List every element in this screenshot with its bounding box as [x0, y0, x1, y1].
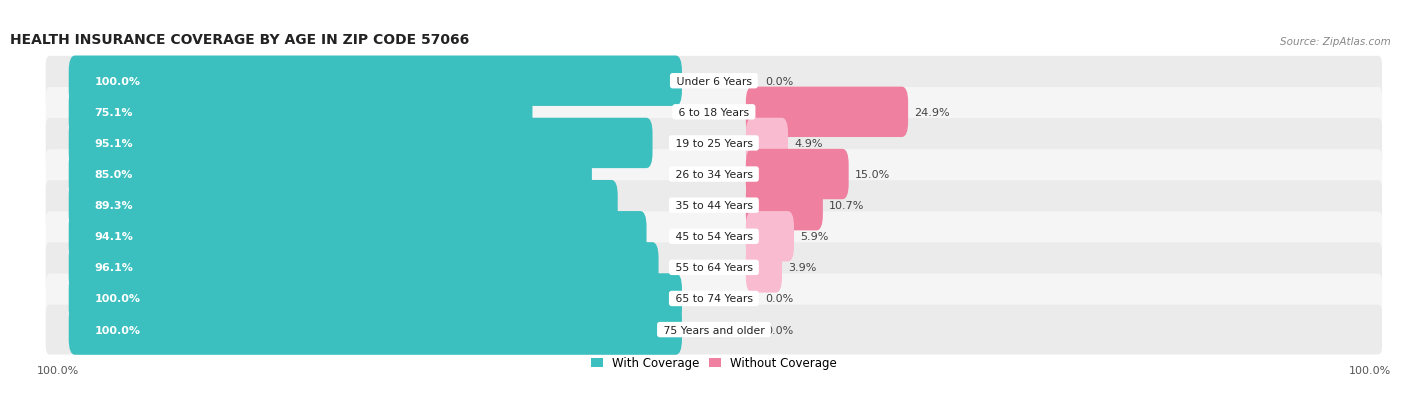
Text: 24.9%: 24.9%: [914, 107, 950, 118]
Text: 75 Years and older: 75 Years and older: [659, 325, 768, 335]
FancyBboxPatch shape: [69, 88, 533, 138]
FancyBboxPatch shape: [46, 88, 1382, 138]
Text: 45 to 54 Years: 45 to 54 Years: [672, 232, 756, 242]
Text: 85.0%: 85.0%: [94, 170, 132, 180]
FancyBboxPatch shape: [69, 150, 592, 200]
Text: 96.1%: 96.1%: [94, 263, 134, 273]
FancyBboxPatch shape: [69, 119, 652, 169]
Text: 100.0%: 100.0%: [1348, 365, 1391, 375]
Text: 65 to 74 Years: 65 to 74 Years: [672, 294, 756, 304]
Text: 100.0%: 100.0%: [94, 76, 141, 86]
Text: 100.0%: 100.0%: [37, 365, 79, 375]
FancyBboxPatch shape: [745, 119, 787, 169]
Text: 35 to 44 Years: 35 to 44 Years: [672, 201, 756, 211]
Text: 4.9%: 4.9%: [794, 139, 823, 149]
FancyBboxPatch shape: [745, 211, 794, 262]
Text: 89.3%: 89.3%: [94, 201, 134, 211]
FancyBboxPatch shape: [745, 242, 782, 293]
FancyBboxPatch shape: [46, 57, 1382, 106]
FancyBboxPatch shape: [745, 180, 823, 231]
FancyBboxPatch shape: [69, 211, 647, 262]
Text: HEALTH INSURANCE COVERAGE BY AGE IN ZIP CODE 57066: HEALTH INSURANCE COVERAGE BY AGE IN ZIP …: [10, 33, 470, 47]
Text: 0.0%: 0.0%: [765, 76, 793, 86]
Text: 0.0%: 0.0%: [765, 294, 793, 304]
FancyBboxPatch shape: [46, 119, 1382, 169]
Text: 95.1%: 95.1%: [94, 139, 134, 149]
FancyBboxPatch shape: [745, 88, 908, 138]
FancyBboxPatch shape: [69, 180, 617, 231]
Text: 0.0%: 0.0%: [765, 325, 793, 335]
FancyBboxPatch shape: [69, 57, 682, 107]
FancyBboxPatch shape: [46, 305, 1382, 355]
Text: 6 to 18 Years: 6 to 18 Years: [675, 107, 752, 118]
FancyBboxPatch shape: [46, 181, 1382, 230]
FancyBboxPatch shape: [46, 150, 1382, 199]
Text: 100.0%: 100.0%: [94, 325, 141, 335]
FancyBboxPatch shape: [46, 274, 1382, 323]
Text: 94.1%: 94.1%: [94, 232, 134, 242]
Text: 55 to 64 Years: 55 to 64 Years: [672, 263, 756, 273]
FancyBboxPatch shape: [46, 212, 1382, 261]
Text: Source: ZipAtlas.com: Source: ZipAtlas.com: [1281, 37, 1391, 47]
Legend: With Coverage, Without Coverage: With Coverage, Without Coverage: [588, 353, 841, 373]
FancyBboxPatch shape: [745, 150, 849, 200]
Text: 10.7%: 10.7%: [830, 201, 865, 211]
Text: 19 to 25 Years: 19 to 25 Years: [672, 139, 756, 149]
FancyBboxPatch shape: [69, 273, 682, 324]
Text: 3.9%: 3.9%: [789, 263, 817, 273]
Text: 5.9%: 5.9%: [800, 232, 828, 242]
FancyBboxPatch shape: [69, 305, 682, 355]
Text: 15.0%: 15.0%: [855, 170, 890, 180]
Text: 100.0%: 100.0%: [94, 294, 141, 304]
Text: Under 6 Years: Under 6 Years: [672, 76, 755, 86]
Text: 75.1%: 75.1%: [94, 107, 132, 118]
FancyBboxPatch shape: [46, 243, 1382, 292]
Text: 26 to 34 Years: 26 to 34 Years: [672, 170, 756, 180]
FancyBboxPatch shape: [69, 242, 658, 293]
